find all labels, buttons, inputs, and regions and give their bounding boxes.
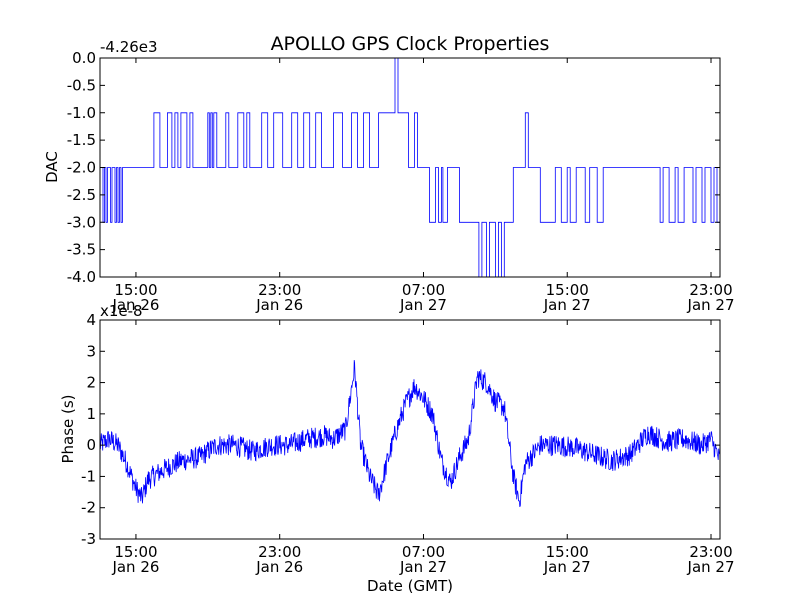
dac-y-axis-label: DAC bbox=[43, 151, 61, 183]
y-tick-label: 3 bbox=[86, 342, 96, 360]
y-tick-label: 4 bbox=[86, 311, 96, 329]
dac-axes: 0.0 -0.5 -1.0 -1.5 -2.0 -2.5 -3.0 -3.5 -4.0 15:0… bbox=[43, 38, 735, 314]
x-tick-label-date: Jan 27 bbox=[543, 296, 591, 314]
x-tick-label-date: Jan 26 bbox=[255, 296, 303, 314]
y-tick-label: -3.5 bbox=[67, 241, 96, 259]
x-tick-label-date: Jan 27 bbox=[687, 296, 735, 314]
x-tick-label-time: 07:00 bbox=[402, 543, 445, 561]
y-tick-label: -0.5 bbox=[67, 76, 96, 94]
x-tick-label-date: Jan 26 bbox=[111, 558, 159, 576]
x-tick-label-time: 15:00 bbox=[546, 281, 589, 299]
x-tick-label-date: Jan 27 bbox=[399, 296, 447, 314]
y-tick-label: -1.0 bbox=[67, 104, 96, 122]
y-tick-label: -1 bbox=[81, 467, 96, 485]
y-tick-label: 2 bbox=[86, 374, 96, 392]
dac-offset-label: -4.26e3 bbox=[100, 38, 158, 56]
x-tick-label-date: Jan 27 bbox=[399, 558, 447, 576]
y-tick-label: -2 bbox=[81, 499, 96, 517]
x-tick-label-date: Jan 27 bbox=[543, 558, 591, 576]
phase-y-axis-label: Phase (s) bbox=[59, 394, 77, 463]
dac-series-line bbox=[100, 57, 721, 278]
y-tick-label: 0.0 bbox=[72, 49, 96, 67]
x-tick-label-time: 15:00 bbox=[546, 543, 589, 561]
dac-series-group bbox=[100, 57, 721, 278]
y-tick-label: -1.5 bbox=[67, 131, 96, 149]
figure-title: APOLLO GPS Clock Properties bbox=[271, 33, 550, 55]
y-tick-label: -3.0 bbox=[67, 213, 96, 231]
x-tick-label-time: 23:00 bbox=[689, 543, 732, 561]
y-tick-label: -2.0 bbox=[67, 159, 96, 177]
y-tick-label: -2.5 bbox=[67, 186, 96, 204]
x-tick-label-time: 15:00 bbox=[114, 281, 157, 299]
y-tick-label: 1 bbox=[86, 405, 96, 423]
dac-y-ticks: 0.0 -0.5 -1.0 -1.5 -2.0 -2.5 -3.0 -3.5 -4.0 bbox=[67, 49, 720, 286]
x-tick-label-date: Jan 27 bbox=[687, 558, 735, 576]
x-tick-label-time: 15:00 bbox=[114, 543, 157, 561]
y-tick-label: -4.0 bbox=[67, 268, 96, 286]
phase-x-axis-label: Date (GMT) bbox=[367, 577, 453, 595]
phase-plot-area bbox=[99, 319, 721, 540]
phase-y-ticks: 4 3 2 1 0 -1 -2 -3 bbox=[81, 311, 720, 548]
x-tick-label-time: 23:00 bbox=[258, 281, 301, 299]
phase-frame-border bbox=[99, 319, 721, 540]
phase-offset-label: x1e-8 bbox=[100, 302, 143, 320]
y-tick-label: -3 bbox=[81, 530, 96, 548]
x-tick-label-time: 07:00 bbox=[402, 281, 445, 299]
x-tick-label-time: 23:00 bbox=[258, 543, 301, 561]
phase-series-line bbox=[99, 360, 721, 507]
x-tick-label-date: Jan 26 bbox=[255, 558, 303, 576]
y-tick-label: 0 bbox=[86, 436, 96, 454]
x-tick-label-date: Jan 26 bbox=[111, 296, 159, 314]
x-tick-label-time: 23:00 bbox=[689, 281, 732, 299]
phase-series-group bbox=[99, 360, 721, 507]
